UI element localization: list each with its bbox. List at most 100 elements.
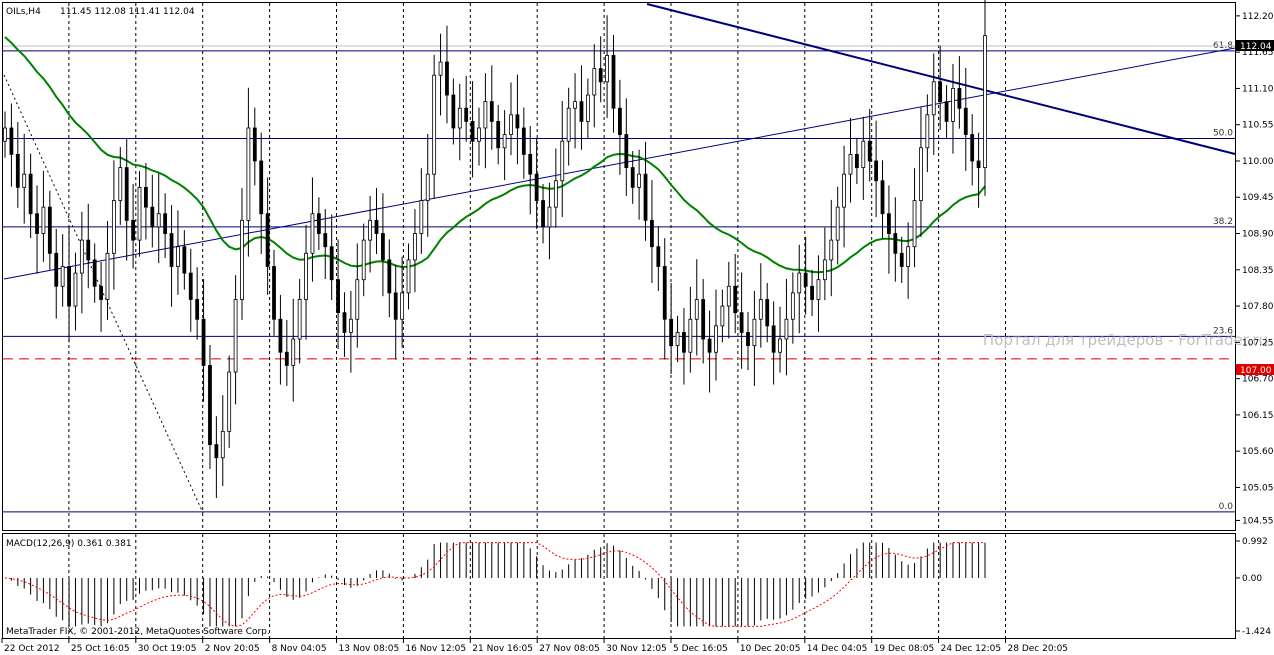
resistance-trend-line[interactable] — [646, 3, 1236, 155]
candle-body — [374, 219, 379, 234]
candle-body — [240, 219, 244, 300]
fib-level-label: 50.0 — [1213, 129, 1233, 139]
candle-body — [573, 101, 577, 109]
time-tick-label: 30 Nov 12:05 — [606, 644, 667, 654]
macd-histogram — [10, 542, 986, 627]
price-tick-label: 109.45 — [1242, 193, 1274, 203]
candle-body — [746, 332, 750, 347]
price-tick-label: 110.55 — [1242, 121, 1274, 131]
candle-body — [880, 180, 885, 215]
candle-body — [778, 338, 782, 353]
price-candles — [3, 0, 987, 499]
candle-body — [92, 259, 97, 287]
macd-tick-label: -1.424 — [1242, 627, 1271, 637]
candle-body — [919, 147, 923, 201]
candle-body — [400, 292, 405, 320]
candle-body — [464, 107, 469, 122]
price-tick-label: 112.20 — [1242, 12, 1274, 22]
candle-body — [483, 101, 488, 129]
time-tick-label: 16 Nov 12:05 — [405, 644, 466, 654]
diagonal-dotted-line — [3, 74, 204, 514]
candle-body — [944, 101, 949, 122]
candle-body — [176, 246, 180, 267]
candle-body — [739, 312, 744, 333]
candle-body — [534, 173, 539, 201]
price-tick-label: 108.35 — [1242, 266, 1274, 276]
candle-body — [336, 279, 340, 314]
candle-body — [9, 127, 14, 155]
price-tick-label: 111.65 — [1242, 48, 1274, 58]
fib-level-label: 0.0 — [1219, 502, 1234, 512]
macd-tick-label: 0.00 — [1242, 574, 1262, 584]
candle-body — [835, 206, 840, 241]
candle-body — [137, 186, 142, 241]
price-tick-label: 107.25 — [1242, 338, 1274, 348]
candle-body — [111, 200, 116, 254]
candle-body — [662, 266, 667, 320]
candle-body — [79, 239, 84, 274]
candle-body — [348, 318, 353, 333]
candle-body — [291, 338, 296, 366]
candle-body — [797, 272, 802, 294]
candle-body — [246, 127, 251, 221]
candle-body — [457, 107, 462, 129]
candle-body — [387, 259, 392, 294]
alert-level-tag[interactable]: 107.00 — [1236, 364, 1274, 376]
ohlc-values: 111.45 112.08 111.41 112.04 — [60, 7, 195, 17]
current-price-tag[interactable]: 112.04 — [1236, 40, 1274, 52]
candle-body — [675, 332, 680, 347]
candle-body — [195, 299, 200, 320]
fib-level-label: 23.6 — [1213, 326, 1233, 336]
candle-body — [502, 134, 507, 149]
price-tick-label: 105.60 — [1242, 447, 1274, 457]
candle-body — [393, 292, 398, 320]
candle-body — [611, 55, 616, 109]
candle-body — [707, 338, 712, 353]
candle-body — [771, 325, 776, 353]
candle-body — [451, 94, 456, 129]
price-tick-label: 111.10 — [1242, 84, 1274, 94]
candle-body — [316, 213, 321, 234]
time-tick-label: 5 Dec 16:05 — [673, 644, 728, 654]
candle-body — [938, 81, 943, 103]
candle-body — [182, 246, 187, 274]
candle-body — [208, 365, 212, 445]
candle-body — [579, 101, 584, 122]
price-pane[interactable] — [2, 2, 1236, 531]
candle-body — [970, 134, 975, 162]
macd-signal-line — [4, 542, 985, 627]
price-tick-label: 106.70 — [1242, 375, 1274, 385]
candle-body — [605, 55, 609, 83]
candle-body — [310, 213, 315, 254]
candle-body — [624, 134, 629, 168]
candle-body — [765, 299, 770, 327]
macd-tick-label: 0.992 — [1242, 537, 1268, 547]
price-axis: 112.20 111.65 111.10 110.55 110.00 109.45 108.… — [1235, 12, 1274, 526]
candle-body — [150, 206, 155, 228]
candle-body — [201, 318, 206, 366]
candle-body — [265, 213, 270, 267]
candle-body — [28, 173, 33, 215]
candle-body — [355, 279, 360, 320]
candle-body — [272, 266, 276, 320]
candle-body — [669, 318, 674, 347]
candle-body — [35, 213, 39, 234]
candle-body — [361, 239, 366, 281]
candle-body — [867, 140, 872, 162]
candle-body — [931, 81, 936, 116]
candle-body — [816, 279, 821, 300]
candle-body — [790, 292, 795, 320]
candle-body — [3, 127, 7, 142]
candle-body — [41, 206, 46, 234]
candle-body — [752, 318, 757, 347]
candle-body — [656, 246, 661, 267]
candle-body — [861, 140, 866, 168]
svg-text:112.04: 112.04 — [1240, 42, 1272, 52]
candle-body — [329, 246, 334, 281]
macd-pane[interactable] — [2, 533, 1236, 639]
candle-body — [425, 173, 430, 201]
candle-body — [259, 160, 264, 215]
candle-body — [227, 371, 232, 432]
candle-body — [470, 120, 475, 142]
